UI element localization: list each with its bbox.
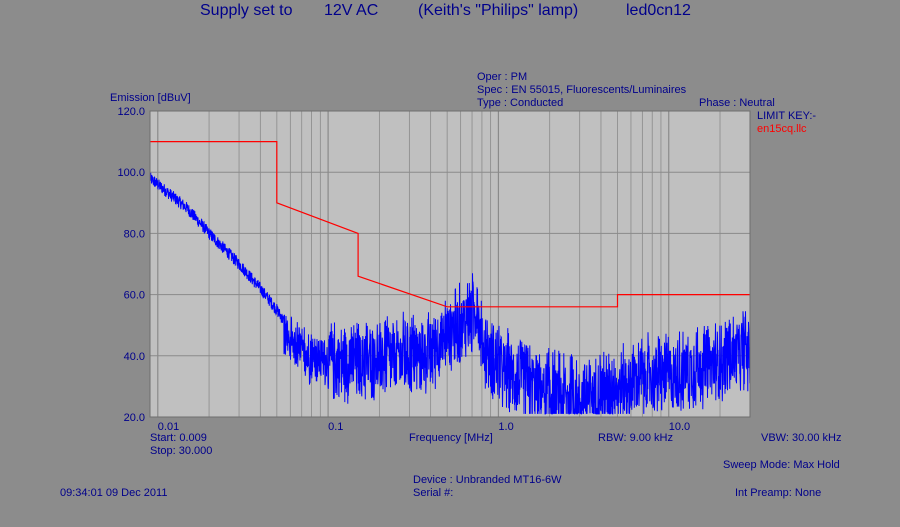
- device-label: Device : Unbranded MT16-6W: [413, 474, 562, 486]
- type-label: Type : Conducted: [477, 97, 564, 109]
- title-lamp: (Keith's "Philips" lamp): [418, 2, 579, 19]
- y-tick-label: 20.0: [124, 412, 145, 424]
- spec-label: Spec : EN 55015, Fluorescents/Luminaires: [477, 84, 687, 96]
- y-tick-label: 40.0: [124, 351, 145, 363]
- preamp-label: Int Preamp: None: [735, 487, 822, 499]
- timestamp-label: 09:34:01 09 Dec 2011: [60, 487, 168, 499]
- sweep-mode-label: Sweep Mode: Max Hold: [723, 459, 840, 471]
- plot-frame: [149, 110, 751, 418]
- start-frequency: Start: 0.009: [150, 432, 207, 444]
- tick-labels: 20.0 40.0 60.0 80.0 100.0 120.0 0.01 0.1 1.0 10.0: [117, 106, 690, 433]
- title-supply-label: Supply set to: [200, 2, 293, 19]
- x-tick-label: 10.0: [669, 421, 690, 433]
- stop-frequency: Stop: 30.000: [150, 445, 213, 457]
- x-tick-label: 1.0: [498, 421, 513, 433]
- rbw-label: RBW: 9.00 kHz: [598, 432, 673, 444]
- x-tick-label: 0.01: [158, 421, 179, 433]
- limit-key-name: en15cq.llc: [757, 123, 807, 135]
- y-tick-label: 100.0: [117, 167, 145, 179]
- phase-label: Phase : Neutral: [699, 97, 775, 109]
- measured-trace: [149, 172, 751, 415]
- vbw-label: VBW: 30.00 kHz: [761, 432, 842, 444]
- y-tick-label: 80.0: [124, 228, 145, 240]
- chart-title: Supply set to 12V AC (Keith's "Philips" …: [0, 2, 900, 22]
- oper-label: Oper : PM: [477, 71, 528, 83]
- y-axis-title: Emission [dBuV]: [110, 92, 191, 104]
- serial-label: Serial #:: [413, 487, 454, 499]
- title-voltage: 12V AC: [324, 2, 379, 19]
- y-tick-label: 120.0: [117, 106, 145, 118]
- y-tick-label: 60.0: [124, 290, 145, 302]
- limit-key-label: LIMIT KEY:-: [757, 110, 817, 122]
- x-tick-label: 0.1: [328, 421, 343, 433]
- limit-line: [150, 141, 750, 308]
- x-axis-title: Frequency [MHz]: [409, 432, 493, 444]
- traces: [149, 110, 751, 418]
- title-filename: led0cn12: [626, 2, 691, 19]
